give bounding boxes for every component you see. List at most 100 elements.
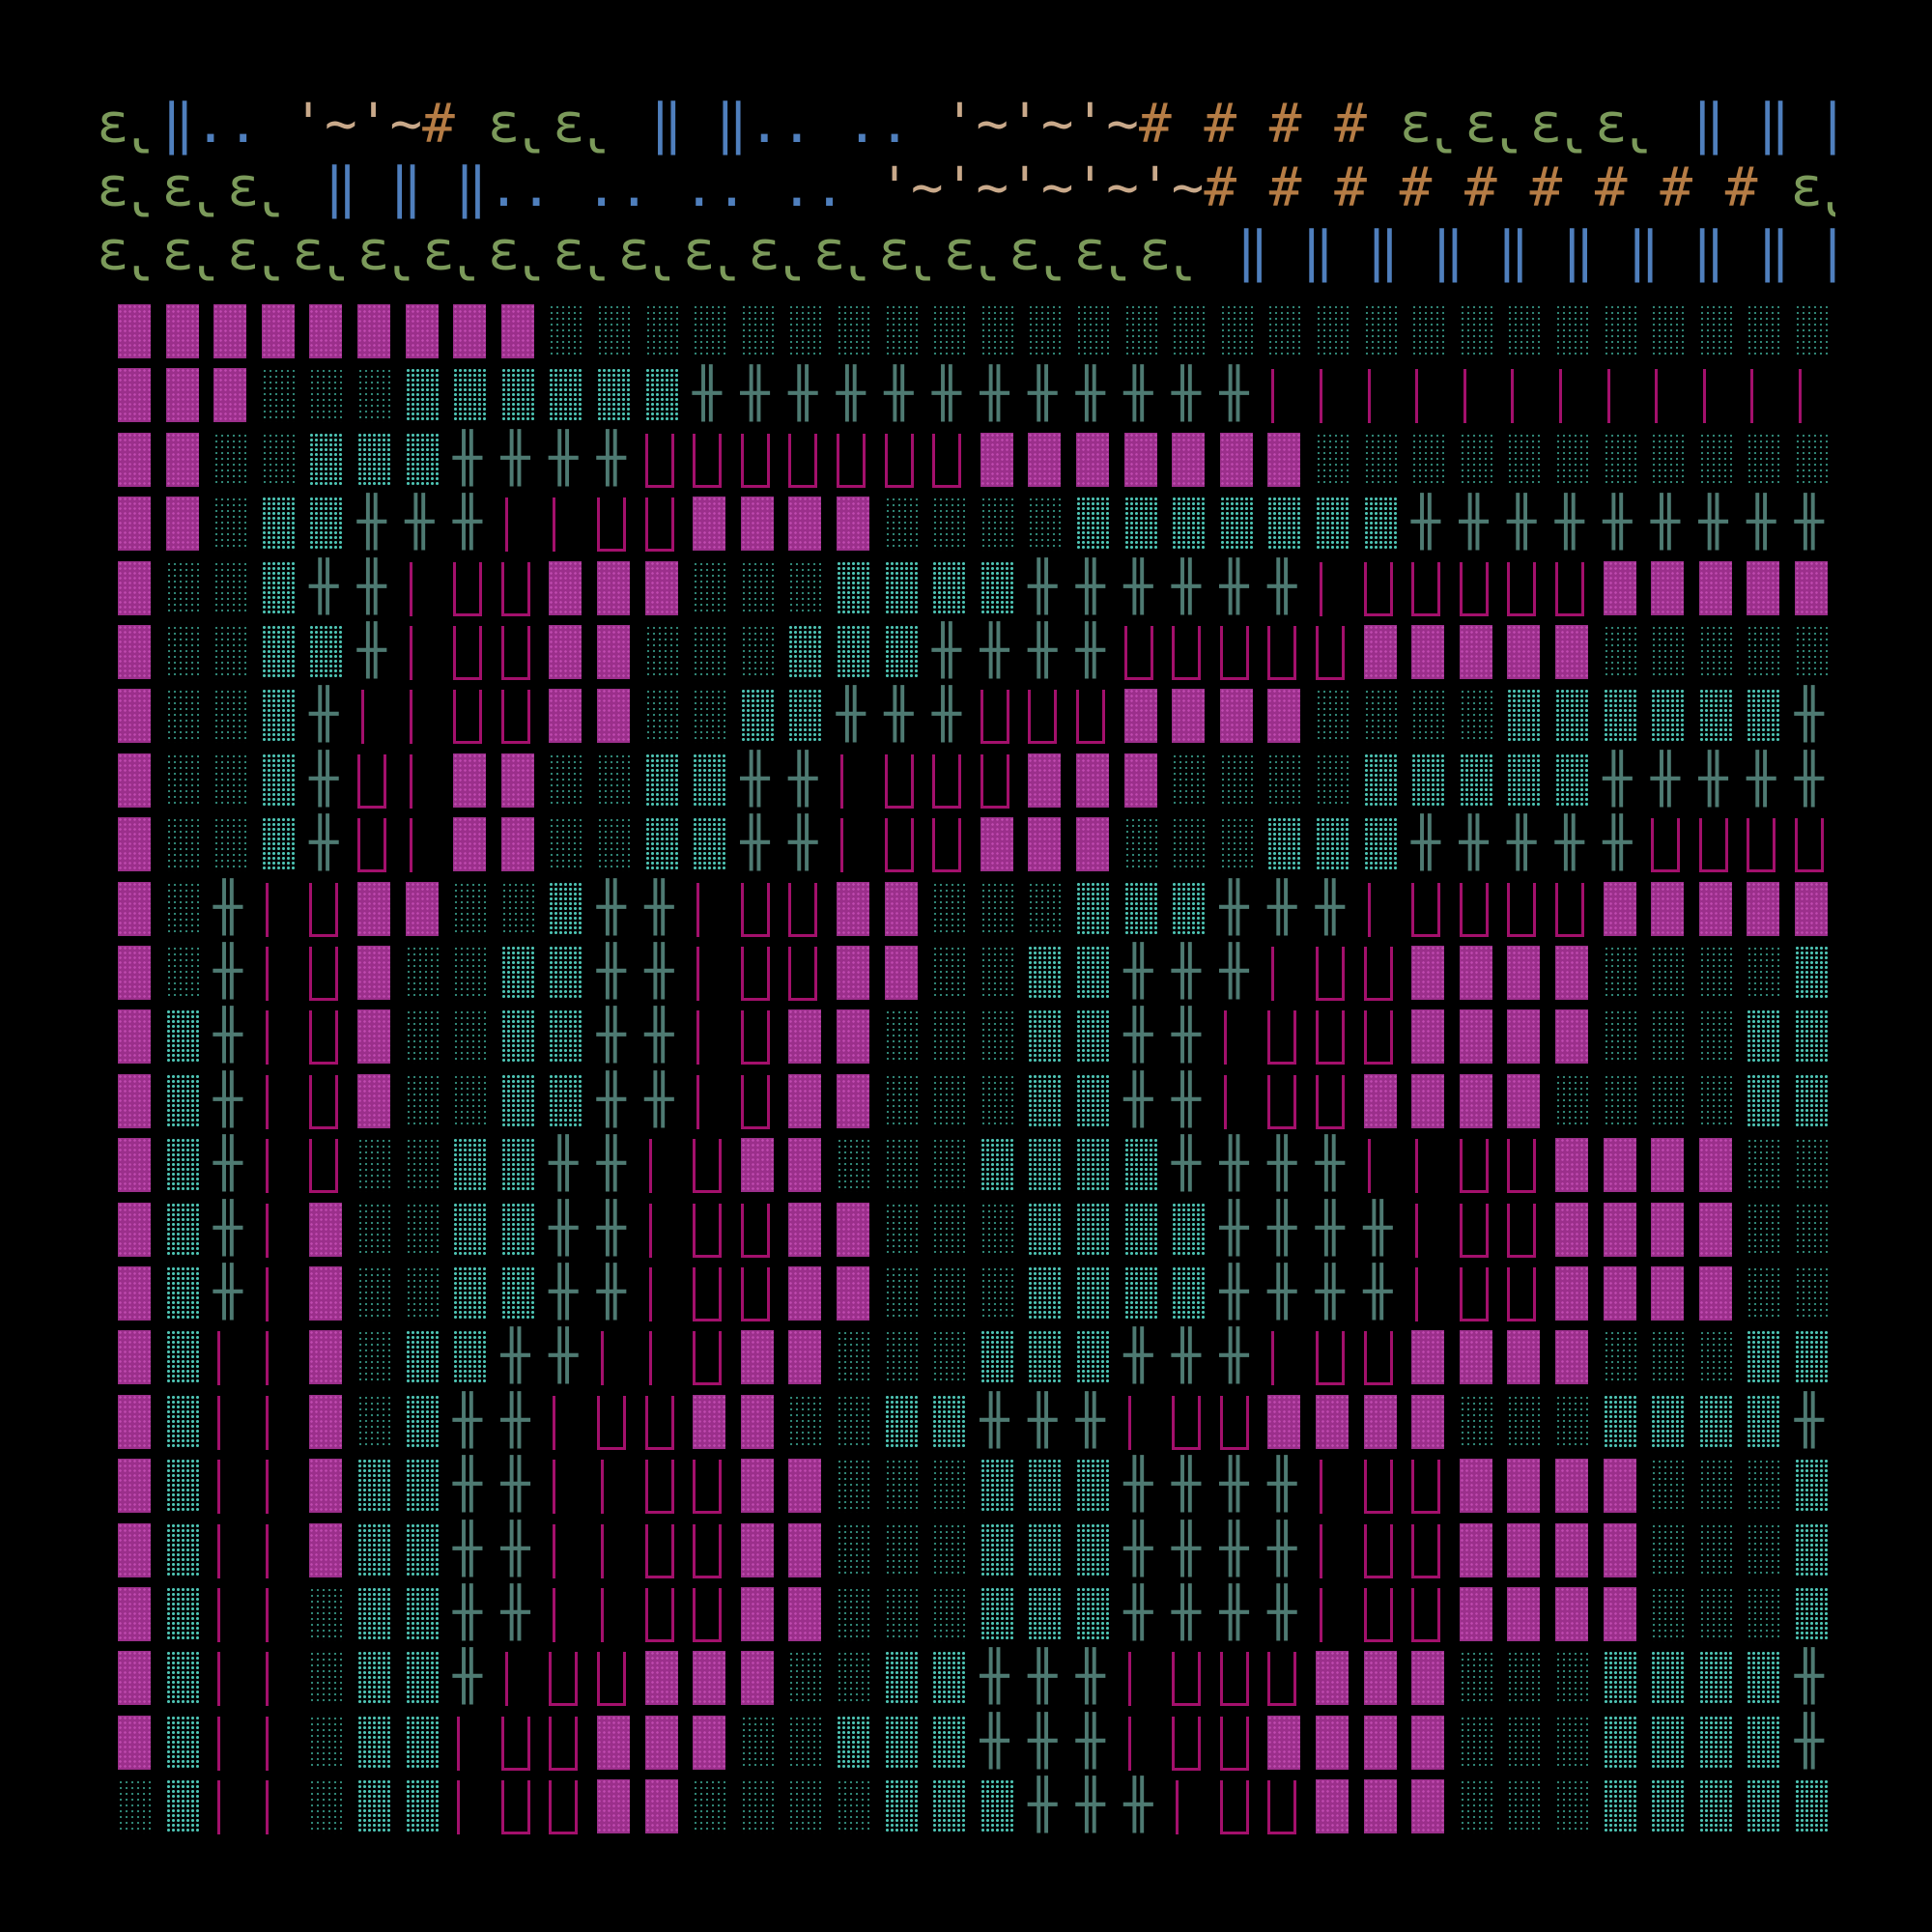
grid-cell <box>1267 497 1301 552</box>
grid-cell <box>453 946 487 1000</box>
grid-cell <box>357 1394 390 1449</box>
grid-cell <box>1795 560 1828 615</box>
grid-cell <box>693 1460 723 1515</box>
grid-cell <box>261 817 295 872</box>
grid-cell <box>409 818 431 873</box>
grid-cell: ╫ <box>1794 1648 1824 1705</box>
grid-cell <box>1363 1779 1397 1834</box>
grid-cell: ╫ <box>740 750 770 807</box>
grid-cell <box>309 1139 339 1194</box>
grid-cell <box>597 1395 626 1450</box>
grid-cell <box>165 1651 199 1706</box>
grid-cell <box>309 1587 343 1641</box>
grid-cell <box>1459 689 1492 744</box>
grid-row: ╫ ╫ ╫ ╫ ╫ ╫ <box>108 877 1835 942</box>
grid-cell <box>788 1715 822 1770</box>
grid-cell <box>1655 369 1676 424</box>
grid-cell <box>549 368 582 423</box>
header-glyph-run: ε̢ε̢ε̢ <box>97 156 326 219</box>
grid-cell <box>597 1652 626 1707</box>
grid-cell <box>788 1266 822 1321</box>
grid-cell: ╫ <box>500 429 530 486</box>
grid-cell <box>693 1715 726 1770</box>
grid-cell <box>405 1651 439 1706</box>
grid-cell <box>980 1587 1013 1641</box>
grid-cell: ╫ <box>1123 365 1153 422</box>
grid-cell <box>309 1522 343 1577</box>
grid-cell <box>1411 1715 1445 1770</box>
grid-cell <box>788 304 822 358</box>
grid-cell <box>1702 369 1724 424</box>
grid-cell: ╫ <box>980 1648 1009 1705</box>
grid-cell <box>837 1009 869 1065</box>
grid-cell <box>553 1395 574 1450</box>
grid-cell <box>1076 1073 1109 1128</box>
grid-cell <box>1459 1203 1489 1258</box>
grid-cell <box>1795 1266 1828 1321</box>
grid-cell <box>500 690 530 745</box>
grid-cell <box>884 1266 918 1321</box>
grid-cell <box>740 1522 774 1577</box>
grid-cell <box>118 881 151 936</box>
grid-cell: ╫ <box>596 1135 626 1192</box>
grid-cell <box>1698 689 1732 744</box>
grid-cell <box>644 625 678 679</box>
grid-cell <box>409 626 431 680</box>
grid-cell <box>980 560 1013 615</box>
grid-cell <box>932 1073 966 1128</box>
grid-cell <box>1459 946 1492 1000</box>
grid-cell <box>265 1139 287 1194</box>
grid-cell <box>1603 946 1636 1000</box>
grid-cell: ╫ <box>1603 494 1633 551</box>
grid-cell <box>693 304 726 358</box>
grid-cell <box>837 1202 869 1257</box>
grid-cell <box>500 304 534 358</box>
grid-cell <box>1795 1779 1828 1834</box>
grid-cell <box>453 1073 487 1128</box>
grid-row: ╫╫╫╫╫╫╫ <box>108 1646 1835 1711</box>
grid-cell <box>1320 561 1341 616</box>
grid-cell <box>1076 753 1109 808</box>
grid-cell <box>1415 1203 1436 1258</box>
grid-cell <box>213 304 247 358</box>
grid-cell <box>405 1330 439 1385</box>
grid-cell <box>884 497 918 552</box>
grid-cell: ╫ <box>1315 1135 1345 1192</box>
grid-cell <box>1555 561 1584 616</box>
grid-cell <box>500 881 534 936</box>
grid-cell <box>740 1330 774 1385</box>
grid-cell <box>1651 1522 1685 1577</box>
grid-cell: ╫ <box>1507 494 1537 551</box>
grid-cell <box>1795 1138 1828 1193</box>
grid-cell <box>1172 1266 1206 1321</box>
header-glyph-run: ‖ ‖ ‖ <box>325 156 488 219</box>
grid-cell <box>261 560 295 615</box>
grid-cell <box>165 1202 199 1257</box>
grid-cell <box>1507 304 1541 358</box>
grid-cell <box>309 1394 343 1449</box>
grid-cell <box>740 560 774 615</box>
grid-cell: ╫ <box>1267 557 1297 614</box>
grid-cell <box>932 1202 966 1257</box>
grid-cell <box>644 497 674 553</box>
grid-cell <box>1459 304 1492 358</box>
grid-row: ╫ ╫ ╫ ╫ ╫ ╫ <box>108 1582 1835 1647</box>
header-glyph-run: # # # # <box>1138 93 1367 156</box>
grid-cell <box>884 1522 918 1577</box>
grid-cell <box>1459 625 1492 679</box>
grid-cell <box>932 1330 966 1385</box>
grid-cell <box>1172 1716 1202 1771</box>
grid-cell: ╫ <box>1219 1520 1249 1577</box>
grid-cell <box>648 1267 670 1321</box>
grid-cell: ╫ <box>1267 1264 1297 1320</box>
grid-cell <box>1172 304 1206 358</box>
grid-cell <box>309 947 339 1001</box>
grid-cell <box>597 753 630 808</box>
grid-cell <box>1172 1652 1202 1707</box>
grid-cell: ╫ <box>213 878 242 935</box>
grid-cell <box>453 817 487 872</box>
grid-cell <box>1603 304 1636 358</box>
grid-cell <box>1411 561 1441 616</box>
grid-cell <box>837 1522 869 1577</box>
grid-cell: ╫ <box>1123 1007 1153 1064</box>
